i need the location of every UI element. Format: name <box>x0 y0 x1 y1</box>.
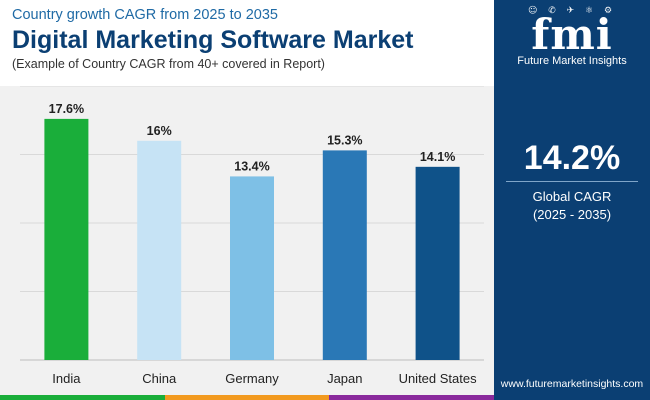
bar-germany <box>230 176 274 360</box>
logo-icons: ☺ ✆ ✈ ⚛ ⚙ <box>527 6 617 16</box>
x-tick-label: Germany <box>225 371 279 386</box>
x-tick-label: United States <box>399 371 478 386</box>
side-panel: ☺ ✆ ✈ ⚛ ⚙ fmi Future Market Insights 14.… <box>494 0 650 400</box>
cagr-divider <box>506 181 638 182</box>
chart-title: Digital Marketing Software Market <box>12 26 414 54</box>
footer-segment <box>0 395 165 400</box>
chart-note: (Example of Country CAGR from 40+ covere… <box>12 57 325 71</box>
bar-china <box>137 140 182 360</box>
global-cagr-period: (2025 - 2035) <box>532 207 612 222</box>
data-label: 14.1% <box>420 150 455 164</box>
logo-company-name: Future Market Insights <box>517 55 627 67</box>
header: Country growth CAGR from 2025 to 2035 Di… <box>12 6 482 72</box>
fmi-logo: ☺ ✆ ✈ ⚛ ⚙ fmi Future Market Insights <box>494 6 650 76</box>
bar-japan <box>322 150 367 360</box>
data-label: 16% <box>147 124 172 138</box>
logo-wordmark: fmi <box>531 10 613 59</box>
global-cagr-value: 14.2% <box>523 139 621 177</box>
data-label: 15.3% <box>327 133 362 147</box>
global-cagr-label: Global CAGR <box>532 189 612 204</box>
bar-chart: 17.6% India 16% China 13.4% Germany 15.3% Japan… <box>20 86 484 386</box>
x-tick-label: China <box>142 371 177 386</box>
footer-segment <box>329 395 495 400</box>
footer-segment <box>164 395 330 400</box>
chart-subtitle: Country growth CAGR from 2025 to 2035 <box>12 7 278 23</box>
footer-color-bar <box>0 395 495 400</box>
data-label: 17.6% <box>49 102 84 116</box>
x-tick-label: India <box>52 371 81 386</box>
chart-panel: 17.6% India 16% China 13.4% Germany 15.3% Japan… <box>0 86 494 395</box>
data-label: 13.4% <box>234 159 269 173</box>
bar-india <box>44 118 89 360</box>
bar-united-states <box>415 166 460 360</box>
website-link[interactable]: www.futuremarketinsights.com <box>500 378 644 390</box>
x-tick-label: Japan <box>327 371 362 386</box>
